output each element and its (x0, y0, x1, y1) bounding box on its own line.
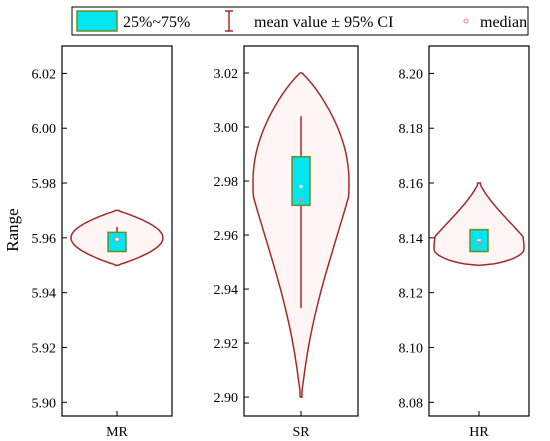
y-tick-label: 5.96 (32, 232, 57, 247)
legend-frame (71, 6, 529, 36)
y-tick-label: 5.94 (32, 287, 57, 302)
legend-box-swatch (76, 10, 118, 32)
mean-marker (299, 184, 303, 188)
y-tick-label: 2.94 (214, 283, 239, 298)
y-tick-label: 6.00 (32, 122, 57, 137)
legend-ci-label: mean value ± 95% CI (254, 14, 393, 31)
panel-hr: 8.08 8.10 8.12 8.14 8.16 8.18 8.20 HR (399, 45, 530, 440)
y-tick-label: 2.96 (214, 229, 239, 244)
legend-ci-icon (225, 10, 233, 32)
y-tick-label: 8.10 (399, 341, 424, 356)
median-marker (114, 236, 120, 242)
y-tick-label: 8.18 (399, 122, 424, 137)
y-tick-label: 3.02 (214, 67, 239, 82)
y-tick-label: 8.16 (399, 177, 424, 192)
iqr-box (107, 231, 127, 253)
y-tick-label: 5.98 (32, 177, 57, 192)
median-marker (476, 240, 482, 246)
y-tick-label: 8.14 (399, 232, 424, 247)
y-tick-label: 3.00 (214, 121, 239, 136)
y-tick-label: 2.92 (214, 337, 239, 352)
mean-marker (477, 239, 481, 243)
y-tick-label: 5.90 (32, 396, 57, 411)
x-tick-label: MR (106, 425, 128, 440)
panel-sr: 2.90 2.92 2.94 2.96 2.98 3.00 3.02 SR (214, 45, 359, 440)
x-tick-label: SR (292, 425, 310, 440)
median-marker (298, 197, 304, 203)
violin-body (433, 182, 525, 267)
iqr-box (291, 155, 311, 207)
y-tick-label: 2.98 (214, 175, 239, 190)
panels: 5.905.925.945.965.986.006.02MR2.902.922.… (32, 45, 530, 440)
y-tick-label: 8.20 (399, 67, 424, 82)
legend: 25%~75% mean value ± 95% CI median (71, 6, 529, 36)
y-axis-title: Range (3, 208, 22, 251)
y-tick-label: 2.90 (214, 391, 239, 406)
legend-median-marker (463, 18, 469, 24)
y-tick-label: 8.08 (399, 396, 424, 411)
mean-marker (115, 237, 119, 241)
y-tick-label: 6.02 (32, 67, 57, 82)
y-tick-label: 8.12 (399, 287, 424, 302)
panel-mr: 5.90 5.92 5.94 5.96 5.98 6.00 6.02 MR (32, 45, 173, 440)
x-tick-label: HR (469, 425, 489, 440)
y-tick-label: 5.92 (32, 341, 57, 356)
legend-median-label: median (480, 14, 527, 31)
legend-box-label: 25%~75% (123, 14, 190, 31)
